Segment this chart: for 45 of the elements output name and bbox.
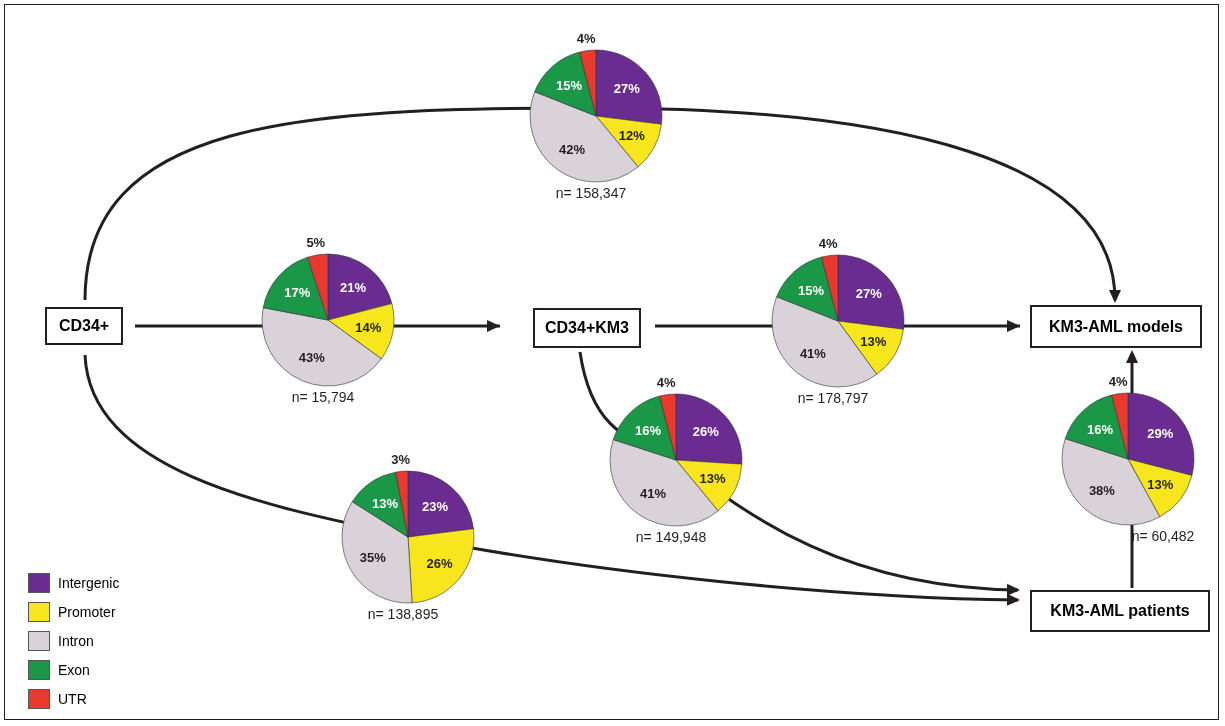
- data-label: 21%: [340, 280, 367, 296]
- text: CD34+KM3: [533, 308, 641, 348]
- data-label: 4%: [656, 375, 677, 391]
- data-label: 13%: [699, 471, 726, 487]
- text: CD34+: [45, 307, 123, 345]
- text: n= 149,948: [634, 529, 708, 545]
- data-label: 13%: [860, 334, 887, 350]
- data-label: 29%: [1147, 426, 1174, 442]
- legend-label: Promoter: [58, 603, 116, 620]
- data-label: 15%: [797, 282, 825, 298]
- data-label: 27%: [613, 81, 641, 97]
- data-label: 41%: [799, 345, 827, 361]
- data-label: 3%: [391, 451, 411, 467]
- data-label: 43%: [298, 350, 326, 366]
- legend-label: Intron: [58, 632, 94, 649]
- text: n= 158,347: [554, 185, 628, 201]
- data-label: 13%: [371, 495, 399, 511]
- data-label: 17%: [284, 285, 311, 301]
- legend-label: Intergenic: [58, 574, 120, 591]
- text: n= 60,482: [1130, 528, 1196, 544]
- text: KM3-AML patients: [1030, 590, 1210, 632]
- data-label: 13%: [1147, 476, 1174, 492]
- data-label: 5%: [306, 235, 326, 251]
- data-label: 26%: [692, 424, 720, 440]
- data-label: 15%: [555, 77, 583, 93]
- data-label: 27%: [855, 286, 883, 302]
- data-label: 38%: [1088, 483, 1116, 499]
- data-label: 14%: [355, 320, 382, 336]
- data-label: 16%: [634, 422, 662, 438]
- data-label: 16%: [1086, 421, 1114, 437]
- data-label: 41%: [639, 486, 667, 502]
- data-label: 4%: [576, 31, 597, 47]
- legend-label: UTR: [58, 690, 87, 707]
- legend-label: Exon: [58, 661, 90, 678]
- text: KM3-AML models: [1030, 305, 1202, 348]
- text: n= 178,797: [796, 390, 870, 406]
- data-label: 4%: [1108, 374, 1129, 390]
- text: n= 15,794: [290, 389, 356, 405]
- data-label: 23%: [422, 498, 449, 514]
- data-label: 4%: [818, 236, 839, 252]
- text: n= 138,895: [366, 606, 440, 622]
- data-label: 42%: [558, 141, 586, 157]
- data-label: 35%: [359, 550, 387, 566]
- data-label: 26%: [426, 555, 453, 571]
- data-label: 12%: [618, 128, 646, 144]
